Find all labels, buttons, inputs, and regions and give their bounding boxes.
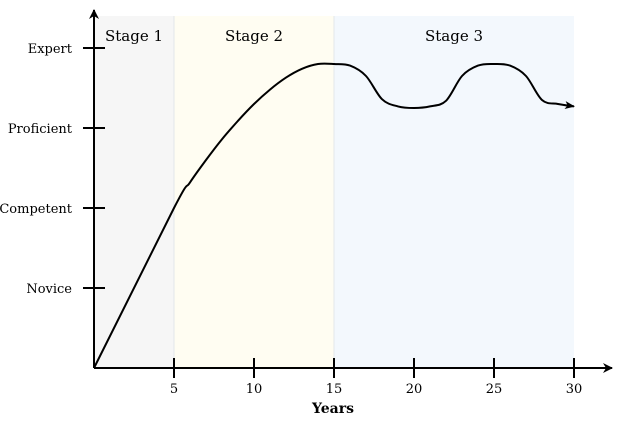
stage-band: [334, 16, 574, 368]
series-line: [93, 62, 575, 369]
stage-label: Stage 2: [225, 27, 283, 45]
x-ticks: 5 10 15 20 25 30: [170, 358, 582, 397]
stage-bands: [94, 16, 574, 368]
x-tick-label: 20: [406, 382, 423, 397]
x-axis-title: Years: [311, 401, 354, 417]
stage-label: Stage 1: [105, 27, 163, 45]
stage-band: [94, 16, 174, 368]
y-tick-label: Competent: [0, 202, 73, 217]
x-tick-label: 10: [246, 382, 263, 397]
y-tick-label: Novice: [26, 282, 72, 297]
y-tick-label: Expert: [28, 42, 73, 57]
y-tick-label: Proficient: [8, 122, 73, 137]
x-tick-label: 15: [326, 382, 343, 397]
y-ticks: Novice Competent Proficient Expert: [0, 42, 105, 297]
stage-band: [174, 16, 334, 368]
x-tick-label: 5: [170, 382, 178, 397]
x-tick-label: 30: [566, 382, 583, 397]
stage-labels: Stage 1 Stage 2 Stage 3: [105, 27, 483, 45]
x-tick-label: 25: [486, 382, 503, 397]
stage-label: Stage 3: [425, 27, 483, 45]
